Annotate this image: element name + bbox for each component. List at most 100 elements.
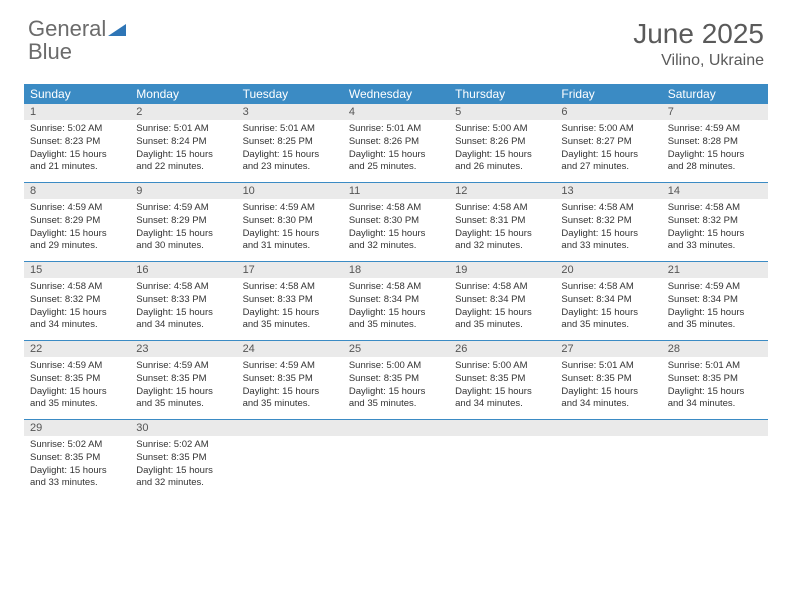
- weekday-header: Saturday: [662, 84, 768, 104]
- sunset-line: Sunset: 8:27 PM: [561, 136, 655, 149]
- sunrise-line: Sunrise: 4:58 AM: [349, 202, 443, 215]
- day-number: 21: [662, 262, 768, 278]
- calendar-day-cell: 17Sunrise: 4:58 AMSunset: 8:33 PMDayligh…: [237, 262, 343, 340]
- sunrise-line: Sunrise: 4:59 AM: [30, 202, 124, 215]
- sunset-line: Sunset: 8:26 PM: [349, 136, 443, 149]
- daylight-line: Daylight: 15 hours and 25 minutes.: [349, 149, 443, 175]
- day-details: Sunrise: 4:58 AMSunset: 8:32 PMDaylight:…: [24, 278, 130, 336]
- calendar-day-cell: 19Sunrise: 4:58 AMSunset: 8:34 PMDayligh…: [449, 262, 555, 340]
- day-number: 27: [555, 341, 661, 357]
- day-number: 30: [130, 420, 236, 436]
- sunrise-line: Sunrise: 4:59 AM: [30, 360, 124, 373]
- calendar-day-cell: 8Sunrise: 4:59 AMSunset: 8:29 PMDaylight…: [24, 183, 130, 261]
- day-details: Sunrise: 4:58 AMSunset: 8:32 PMDaylight:…: [662, 199, 768, 257]
- day-details: Sunrise: 4:59 AMSunset: 8:30 PMDaylight:…: [237, 199, 343, 257]
- logo-text-gray: General: [28, 16, 106, 41]
- day-number: 25: [343, 341, 449, 357]
- calendar-empty-cell: [237, 420, 343, 498]
- day-details: Sunrise: 5:00 AMSunset: 8:35 PMDaylight:…: [449, 357, 555, 415]
- sunrise-line: Sunrise: 4:58 AM: [243, 281, 337, 294]
- sunrise-line: Sunrise: 5:01 AM: [136, 123, 230, 136]
- sunset-line: Sunset: 8:35 PM: [561, 373, 655, 386]
- sunset-line: Sunset: 8:29 PM: [136, 215, 230, 228]
- sunrise-line: Sunrise: 5:01 AM: [349, 123, 443, 136]
- sunset-line: Sunset: 8:28 PM: [668, 136, 762, 149]
- daylight-line: Daylight: 15 hours and 33 minutes.: [668, 228, 762, 254]
- sunrise-line: Sunrise: 4:59 AM: [136, 360, 230, 373]
- sunset-line: Sunset: 8:35 PM: [455, 373, 549, 386]
- logo-text-blue: Blue: [28, 39, 72, 64]
- day-number: 12: [449, 183, 555, 199]
- daylight-line: Daylight: 15 hours and 27 minutes.: [561, 149, 655, 175]
- day-details: Sunrise: 5:01 AMSunset: 8:35 PMDaylight:…: [555, 357, 661, 415]
- daylight-line: Daylight: 15 hours and 22 minutes.: [136, 149, 230, 175]
- sunrise-line: Sunrise: 5:02 AM: [136, 439, 230, 452]
- sunrise-line: Sunrise: 5:01 AM: [668, 360, 762, 373]
- page-header: General Blue June 2025 Vilino, Ukraine: [0, 0, 792, 78]
- sunset-line: Sunset: 8:35 PM: [136, 373, 230, 386]
- calendar-day-cell: 3Sunrise: 5:01 AMSunset: 8:25 PMDaylight…: [237, 104, 343, 182]
- day-number: 22: [24, 341, 130, 357]
- calendar-day-cell: 1Sunrise: 5:02 AMSunset: 8:23 PMDaylight…: [24, 104, 130, 182]
- logo: General Blue: [28, 18, 126, 64]
- daylight-line: Daylight: 15 hours and 21 minutes.: [30, 149, 124, 175]
- daylight-line: Daylight: 15 hours and 26 minutes.: [455, 149, 549, 175]
- day-details: Sunrise: 4:59 AMSunset: 8:29 PMDaylight:…: [24, 199, 130, 257]
- daylight-line: Daylight: 15 hours and 35 minutes.: [455, 307, 549, 333]
- sunset-line: Sunset: 8:32 PM: [668, 215, 762, 228]
- sunset-line: Sunset: 8:34 PM: [349, 294, 443, 307]
- day-number: 8: [24, 183, 130, 199]
- sunset-line: Sunset: 8:23 PM: [30, 136, 124, 149]
- day-number: 9: [130, 183, 236, 199]
- calendar-day-cell: 7Sunrise: 4:59 AMSunset: 8:28 PMDaylight…: [662, 104, 768, 182]
- day-number: 1: [24, 104, 130, 120]
- sunrise-line: Sunrise: 4:59 AM: [243, 360, 337, 373]
- day-number: 11: [343, 183, 449, 199]
- weekday-header: Thursday: [449, 84, 555, 104]
- day-number: 13: [555, 183, 661, 199]
- calendar-day-cell: 15Sunrise: 4:58 AMSunset: 8:32 PMDayligh…: [24, 262, 130, 340]
- calendar-week-row: 1Sunrise: 5:02 AMSunset: 8:23 PMDaylight…: [24, 104, 768, 182]
- sunset-line: Sunset: 8:29 PM: [30, 215, 124, 228]
- day-details: Sunrise: 5:02 AMSunset: 8:23 PMDaylight:…: [24, 120, 130, 178]
- sunrise-line: Sunrise: 5:00 AM: [455, 360, 549, 373]
- daylight-line: Daylight: 15 hours and 35 minutes.: [243, 307, 337, 333]
- sunset-line: Sunset: 8:26 PM: [455, 136, 549, 149]
- sunrise-line: Sunrise: 5:01 AM: [243, 123, 337, 136]
- title-block: June 2025 Vilino, Ukraine: [633, 18, 764, 70]
- calendar-day-cell: 5Sunrise: 5:00 AMSunset: 8:26 PMDaylight…: [449, 104, 555, 182]
- calendar-day-cell: 20Sunrise: 4:58 AMSunset: 8:34 PMDayligh…: [555, 262, 661, 340]
- day-number: 7: [662, 104, 768, 120]
- sunrise-line: Sunrise: 4:58 AM: [561, 281, 655, 294]
- day-details: Sunrise: 5:00 AMSunset: 8:35 PMDaylight:…: [343, 357, 449, 415]
- sunset-line: Sunset: 8:32 PM: [30, 294, 124, 307]
- daylight-line: Daylight: 15 hours and 32 minutes.: [136, 465, 230, 491]
- weekday-header: Friday: [555, 84, 661, 104]
- calendar-day-cell: 9Sunrise: 4:59 AMSunset: 8:29 PMDaylight…: [130, 183, 236, 261]
- daylight-line: Daylight: 15 hours and 34 minutes.: [455, 386, 549, 412]
- day-number: 14: [662, 183, 768, 199]
- day-number: 4: [343, 104, 449, 120]
- sunset-line: Sunset: 8:35 PM: [30, 452, 124, 465]
- calendar-day-cell: 23Sunrise: 4:59 AMSunset: 8:35 PMDayligh…: [130, 341, 236, 419]
- sunset-line: Sunset: 8:35 PM: [30, 373, 124, 386]
- sunset-line: Sunset: 8:35 PM: [668, 373, 762, 386]
- sunset-line: Sunset: 8:25 PM: [243, 136, 337, 149]
- daylight-line: Daylight: 15 hours and 35 minutes.: [243, 386, 337, 412]
- daylight-line: Daylight: 15 hours and 34 minutes.: [668, 386, 762, 412]
- calendar-day-cell: 25Sunrise: 5:00 AMSunset: 8:35 PMDayligh…: [343, 341, 449, 419]
- calendar-day-cell: 22Sunrise: 4:59 AMSunset: 8:35 PMDayligh…: [24, 341, 130, 419]
- sunset-line: Sunset: 8:34 PM: [561, 294, 655, 307]
- day-details: Sunrise: 4:59 AMSunset: 8:35 PMDaylight:…: [24, 357, 130, 415]
- calendar-empty-cell: [662, 420, 768, 498]
- day-number: 24: [237, 341, 343, 357]
- sunrise-line: Sunrise: 4:58 AM: [455, 281, 549, 294]
- calendar-empty-cell: [343, 420, 449, 498]
- daylight-line: Daylight: 15 hours and 34 minutes.: [561, 386, 655, 412]
- weekday-header: Sunday: [24, 84, 130, 104]
- day-details: Sunrise: 4:59 AMSunset: 8:29 PMDaylight:…: [130, 199, 236, 257]
- daylight-line: Daylight: 15 hours and 34 minutes.: [30, 307, 124, 333]
- sunrise-line: Sunrise: 4:58 AM: [136, 281, 230, 294]
- day-number: 18: [343, 262, 449, 278]
- sunset-line: Sunset: 8:35 PM: [136, 452, 230, 465]
